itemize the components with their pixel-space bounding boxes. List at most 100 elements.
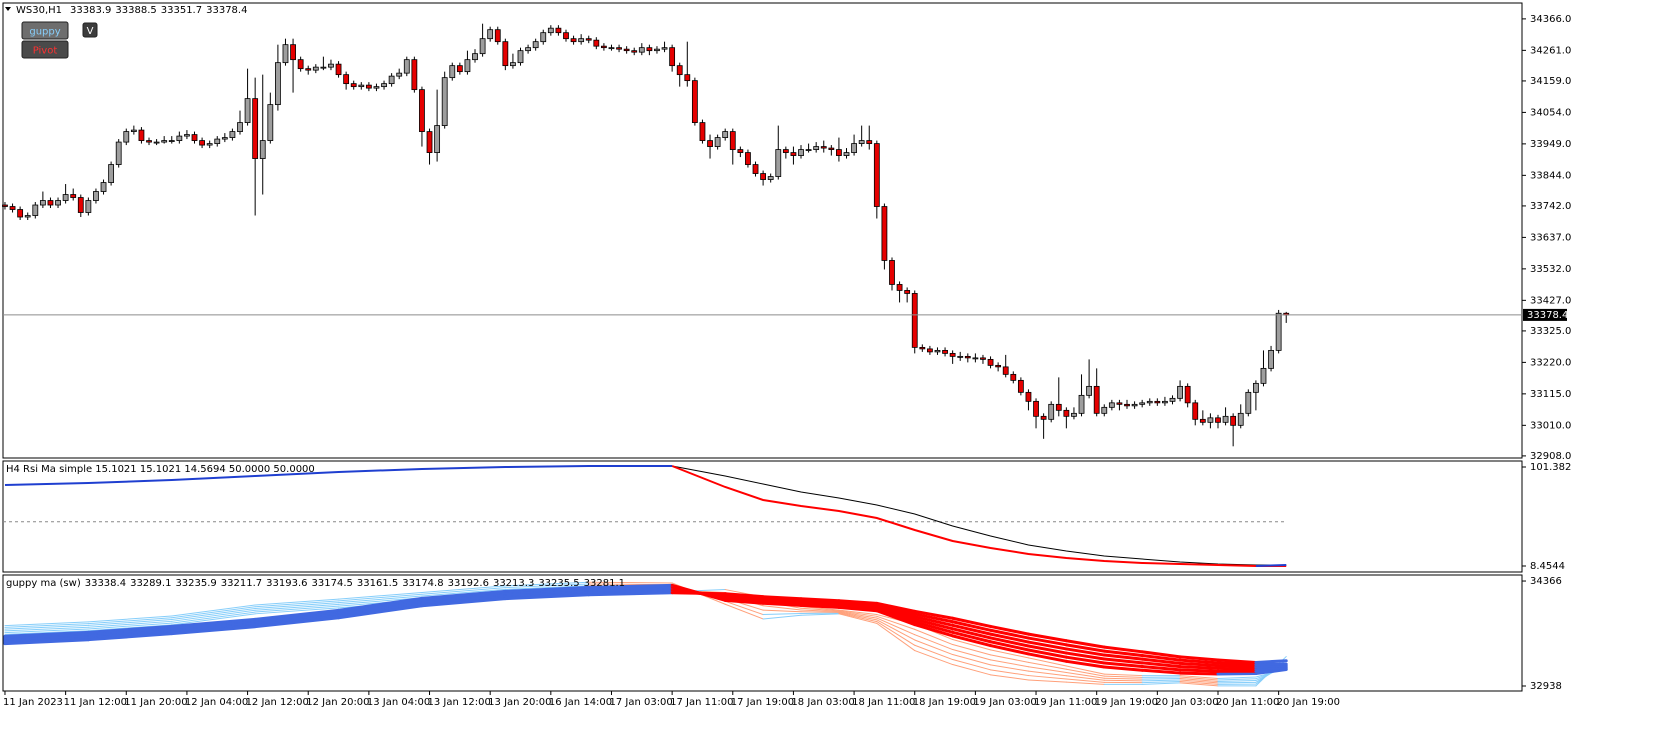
candle-body <box>176 135 183 141</box>
y-tick-label: 33325.0 <box>1530 326 1571 337</box>
candle-body <box>1260 367 1267 384</box>
ma-segment <box>724 600 764 616</box>
ma-segment <box>1140 657 1182 665</box>
ma-segment <box>1254 664 1288 669</box>
candle-body <box>540 32 547 43</box>
ma-segment <box>800 611 840 613</box>
x-tick-label: 11 Jan 12:00 <box>64 697 127 708</box>
candle-body <box>563 32 569 40</box>
candle-body <box>737 149 744 153</box>
ma-segment <box>913 609 955 620</box>
current-price-label: 33378.4 <box>1527 310 1568 321</box>
ma-segment <box>253 616 341 629</box>
ma-segment <box>171 613 256 626</box>
ma-segment <box>171 608 256 621</box>
y-tick-label: 33949.0 <box>1530 139 1571 150</box>
candle-body <box>1101 406 1108 414</box>
x-tick-label: 12 Jan 20:00 <box>306 697 369 708</box>
candle-body <box>456 65 463 73</box>
ma-segment <box>1064 655 1106 665</box>
candle-body <box>707 140 713 147</box>
ma-segment <box>1140 665 1182 672</box>
ma-segment <box>1179 675 1219 680</box>
ma-segment <box>762 614 802 620</box>
ma-segment <box>1027 670 1067 677</box>
candle-body <box>926 348 933 353</box>
ma-segment <box>254 602 340 610</box>
guppy-pane-frame <box>2 574 1523 692</box>
candle-body <box>244 98 251 123</box>
candle-body <box>305 68 312 71</box>
ma-segment <box>838 611 878 621</box>
ma-segment <box>1178 671 1220 676</box>
candle-body <box>191 134 198 141</box>
ma-segment <box>1141 679 1181 682</box>
toolbar-button-label[interactable]: Pivot <box>33 46 58 57</box>
ma-segment <box>1216 664 1258 669</box>
candle-body <box>373 86 380 89</box>
toolbar-button[interactable] <box>21 21 69 40</box>
ma-segment <box>724 603 764 620</box>
ma-segment <box>1065 681 1105 685</box>
ma-segment <box>504 581 590 587</box>
candle-body <box>957 355 964 358</box>
ma-segment <box>1178 668 1220 673</box>
ma-segment <box>838 612 878 623</box>
toolbar-button[interactable] <box>21 40 69 59</box>
candle-body <box>138 129 145 141</box>
ma-segment <box>1064 647 1106 657</box>
ma-segment <box>1064 643 1106 653</box>
candle-body <box>297 59 304 70</box>
ma-segment <box>838 609 878 616</box>
collapse-icon[interactable] <box>5 7 11 11</box>
ma-segment <box>1026 644 1068 655</box>
y-tick-label: 34159.0 <box>1530 76 1571 87</box>
candle-body <box>972 357 979 360</box>
x-tick-label: 13 Jan 20:00 <box>488 697 551 708</box>
ma-segment <box>4 628 89 634</box>
pane-title: H4 Rsi Ma simple 15.1021 15.1021 14.5694… <box>6 464 315 475</box>
ma-segment <box>1102 661 1144 669</box>
ma-segment <box>670 591 727 596</box>
ma-segment <box>1179 682 1219 687</box>
candle-body <box>1078 394 1085 414</box>
pane-value: 33174.8 <box>402 578 443 589</box>
ma-segment <box>588 581 673 584</box>
candle-body <box>1108 402 1115 408</box>
ma-segment <box>989 640 1030 652</box>
ma-segment <box>1216 666 1258 671</box>
ma-segment <box>952 659 992 671</box>
candle-body <box>237 122 243 132</box>
toolbar-button[interactable] <box>82 22 98 38</box>
ma-segment <box>913 617 955 631</box>
ma-segment <box>1179 680 1219 685</box>
candle-body <box>585 38 592 41</box>
candle-body <box>274 62 281 106</box>
toolbar-button-label[interactable]: guppy <box>29 27 60 38</box>
candle-body <box>1237 412 1244 426</box>
ma-segment <box>171 609 256 622</box>
candle-body <box>775 149 782 177</box>
ma-segment <box>762 605 802 611</box>
ma-segment <box>876 622 916 652</box>
candle-body <box>153 141 160 144</box>
ohlc-high: 33388.5 <box>115 5 156 16</box>
toolbar-button-label[interactable]: V <box>87 26 94 37</box>
ma-segment <box>1103 673 1143 677</box>
ma-segment <box>1179 678 1219 682</box>
indicator-line <box>672 465 1287 566</box>
candle-body <box>858 140 865 144</box>
candle-body <box>691 80 698 123</box>
candle-body <box>252 98 259 159</box>
candle-body <box>1184 385 1191 404</box>
ma-segment <box>1102 665 1144 672</box>
ma-segment <box>1141 680 1181 684</box>
y-tick-label: 33844.0 <box>1530 170 1571 181</box>
candle-body <box>782 149 789 153</box>
ma-segment <box>1140 653 1182 662</box>
x-tick-label: 13 Jan 12:00 <box>428 697 491 708</box>
candle-body <box>517 50 524 64</box>
candle-body <box>282 44 289 64</box>
pane-value: 33161.5 <box>357 578 398 589</box>
candle-body <box>699 122 706 141</box>
